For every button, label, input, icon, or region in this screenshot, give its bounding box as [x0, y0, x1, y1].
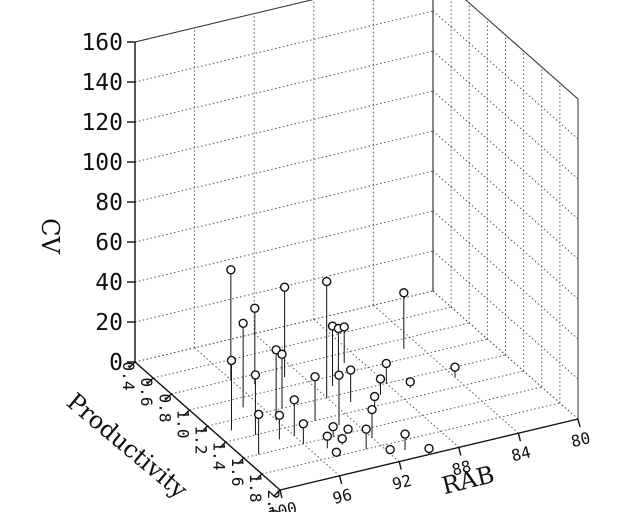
x-tick-mark: [458, 447, 462, 456]
data-point: [328, 422, 338, 432]
x-tick-label: 96: [331, 485, 354, 508]
z-axis-label: CV: [36, 218, 64, 254]
data-point: [424, 443, 434, 454]
y-tick-mark: [164, 393, 172, 401]
y-tick-mark: [146, 377, 154, 385]
z-tick-label: 40: [95, 270, 123, 296]
grid-line: [207, 354, 506, 427]
x-tick-label: 84: [509, 442, 532, 465]
x-tick-label: 80: [569, 428, 592, 451]
data-point: [226, 265, 236, 275]
grid-line: [153, 306, 452, 379]
y-tick-mark: [182, 409, 190, 417]
grid-line: [432, 290, 579, 420]
x-tick-mark: [279, 489, 283, 499]
grid-line: [134, 10, 434, 83]
z-tick-label: 140: [81, 70, 123, 96]
y-tick-label: 1.2: [192, 426, 211, 455]
x-tick-mark: [577, 418, 581, 428]
data-point: [310, 372, 320, 382]
grid-line: [134, 90, 434, 163]
data-point: [277, 349, 287, 359]
grid-line: [171, 322, 470, 395]
data-point: [399, 288, 409, 298]
y-tick-mark: [273, 489, 281, 497]
data-point: [369, 391, 380, 402]
data-point: [343, 424, 353, 434]
data-point: [334, 370, 344, 380]
data-point: [361, 424, 371, 434]
data-point: [345, 365, 356, 375]
grid-line: [261, 402, 560, 475]
data-point: [331, 447, 342, 457]
grid-layer: [134, 0, 579, 491]
data-point: [337, 434, 347, 444]
x-tick-mark: [398, 461, 402, 470]
z-tick-label: 120: [81, 110, 123, 136]
grid-line: [134, 290, 434, 363]
data-point: [238, 318, 248, 329]
y-tick-mark: [201, 425, 208, 433]
grid-line: [134, 170, 434, 243]
data-point: [289, 395, 299, 405]
z-tick-label: 100: [81, 150, 123, 176]
x-tick-mark: [517, 433, 522, 442]
data-point: [339, 322, 349, 332]
data-point: [375, 374, 386, 384]
grid-line: [243, 386, 542, 459]
data-point: [250, 303, 260, 313]
data-point: [279, 282, 290, 292]
y-tick-label: 1.8: [246, 474, 265, 503]
x-tick-label: 88: [450, 457, 473, 480]
y-tick-mark: [219, 441, 227, 449]
y-tick-label: 2.0: [264, 490, 283, 512]
y-tick-label: 1.6: [228, 458, 247, 487]
y-tick-label: 0.8: [155, 394, 174, 423]
data-point: [322, 276, 332, 287]
grid-line: [134, 210, 434, 283]
data-point: [367, 404, 377, 415]
data-point: [274, 410, 285, 421]
z-tick-label: 60: [95, 230, 123, 256]
data-points: [226, 265, 460, 457]
x-axis-label: RAB: [439, 460, 497, 500]
data-point: [250, 370, 261, 380]
y-tick-label: 1.4: [210, 442, 229, 471]
y-tick-label: 1.0: [173, 410, 192, 439]
axis-line: [134, 0, 314, 43]
data-point: [400, 429, 410, 439]
y-tick-label: 0.6: [137, 378, 156, 407]
grid-line: [134, 50, 434, 123]
data-point: [405, 377, 415, 387]
y-tick-mark: [128, 361, 136, 369]
z-tick-label: 80: [95, 190, 123, 216]
drop-lines: [230, 0, 456, 457]
z-tick-label: 160: [81, 30, 123, 56]
tick-labels: 0204060801001201401600.40.60.81.01.21.41…: [81, 30, 592, 512]
grid-line: [134, 130, 434, 203]
data-point: [226, 355, 237, 366]
data-point: [253, 409, 264, 420]
y-tick-label: 0.4: [119, 362, 138, 391]
y-tick-mark: [237, 457, 245, 465]
z-tick-label: 20: [95, 310, 123, 336]
data-point: [322, 431, 333, 441]
z-tick-label: 0: [109, 350, 123, 376]
y-tick-mark: [255, 473, 263, 481]
data-point: [298, 419, 309, 429]
data-point: [450, 362, 460, 372]
axis-line: [465, 0, 579, 100]
data-point: [381, 358, 391, 369]
x-tick-label: 92: [390, 471, 413, 494]
x-tick-mark: [338, 475, 343, 484]
data-point: [385, 444, 395, 455]
